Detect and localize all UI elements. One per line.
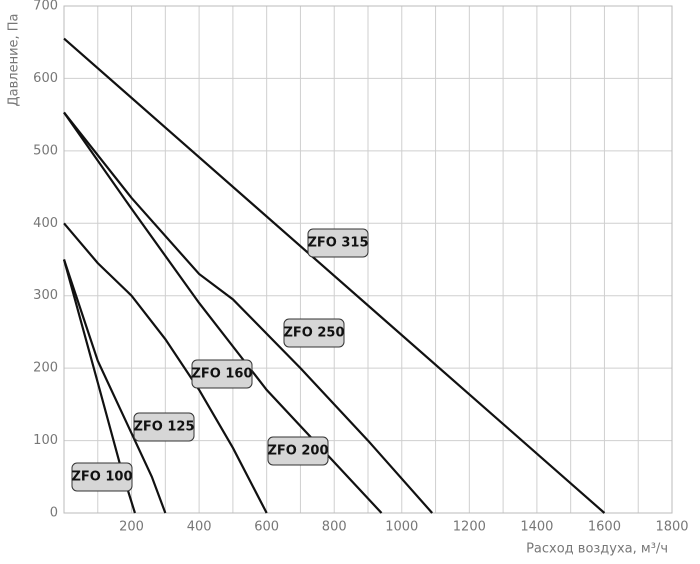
- label-text: ZFO 100: [71, 470, 132, 485]
- x-tick-label: 1200: [453, 520, 486, 535]
- y-tick-label: 100: [33, 433, 58, 448]
- y-tick-label: 500: [33, 143, 58, 158]
- y-tick-label: 0: [50, 506, 58, 521]
- line: [63, 111, 383, 514]
- x-tick-label: 800: [322, 520, 347, 535]
- x-tick-label: 1800: [655, 520, 688, 535]
- curve-label: ZFO 160: [191, 359, 253, 389]
- label-box: [191, 359, 253, 389]
- line: [63, 37, 606, 514]
- x-tick-label: 200: [119, 520, 144, 535]
- label-box: [71, 462, 133, 492]
- line: [63, 111, 434, 514]
- y-tick-label: 200: [33, 361, 58, 376]
- curve-label: ZFO 250: [283, 318, 345, 348]
- label-box: [267, 436, 329, 466]
- y-tick-label: 600: [33, 71, 58, 86]
- y-tick-label: 400: [33, 216, 58, 231]
- label-text: ZFO 315: [307, 236, 368, 251]
- label-text: ZFO 250: [283, 326, 344, 341]
- y-tick-label: 700: [33, 0, 58, 14]
- label-text: ZFO 200: [267, 444, 328, 459]
- x-axis-label: Расход воздуха, м³/ч: [526, 542, 668, 557]
- curve-label: ZFO 100: [71, 462, 133, 492]
- x-tick-label: 1600: [588, 520, 621, 535]
- x-tick-label: 400: [187, 520, 212, 535]
- label-box: [133, 412, 195, 442]
- label-box: [307, 228, 369, 258]
- label-text: ZFO 125: [133, 420, 194, 435]
- curve-label: ZFO 200: [267, 436, 329, 466]
- curve-label: ZFO 315: [307, 228, 369, 258]
- y-axis-label: Давление, Па: [7, 13, 22, 106]
- line: [63, 222, 268, 514]
- y-tick-label: 300: [33, 288, 58, 303]
- line: [62, 259, 167, 514]
- x-tick-label: 1000: [385, 520, 418, 535]
- label-text: ZFO 160: [191, 367, 252, 382]
- label-box: [283, 318, 345, 348]
- curve-label: ZFO 125: [133, 412, 195, 442]
- x-tick-label: 1400: [520, 520, 553, 535]
- x-tick-label: 600: [254, 520, 279, 535]
